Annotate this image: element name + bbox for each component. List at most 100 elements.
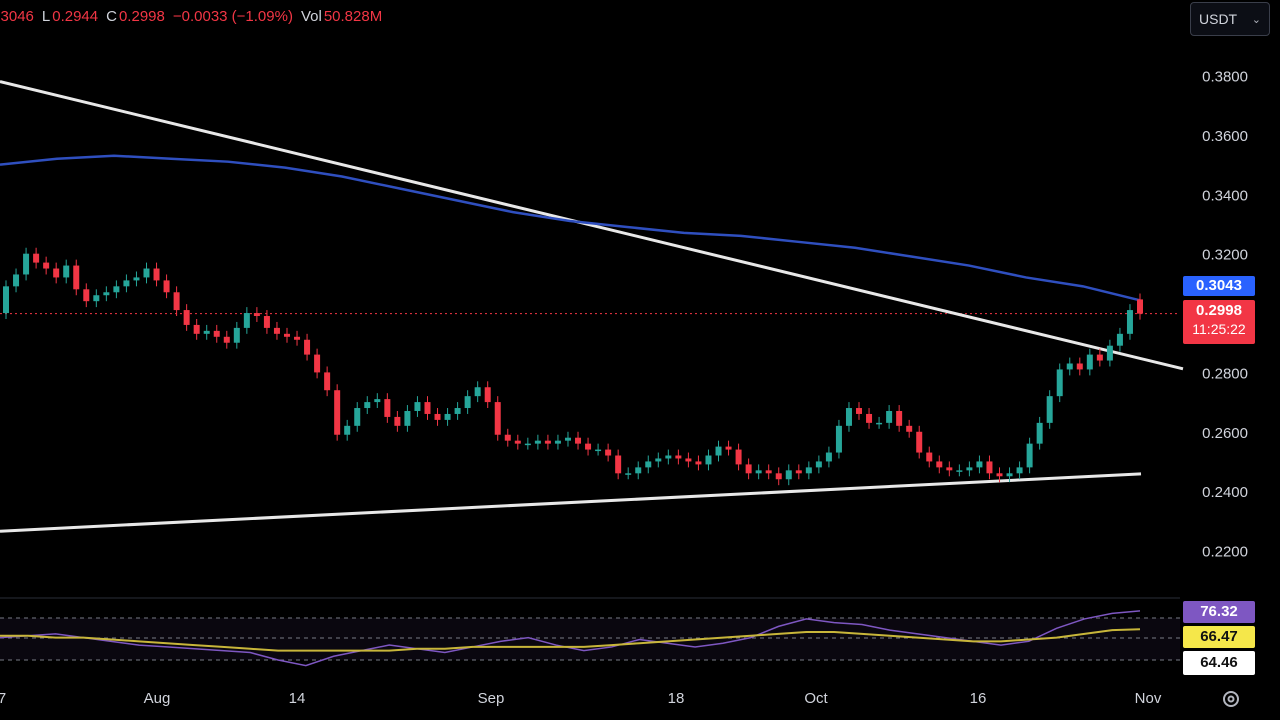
candle-body <box>334 390 341 435</box>
candle-body <box>815 461 822 468</box>
upper-trendline <box>0 80 1184 371</box>
candle-body <box>504 434 511 441</box>
lower-trendline <box>0 472 1142 533</box>
candle-body <box>33 253 40 263</box>
close-key: C <box>106 8 117 25</box>
candle-body <box>956 470 963 472</box>
settings-gear-icon[interactable] <box>1220 688 1242 710</box>
candle-body <box>896 410 903 426</box>
candle-body <box>1096 354 1103 361</box>
change-value: −0.0033 (−1.09%) <box>172 8 293 25</box>
candle-body <box>866 413 873 423</box>
y-tick-label: 0.3800 <box>1202 69 1248 86</box>
candle-body <box>715 446 722 456</box>
candle-body <box>213 330 220 337</box>
y-tick-label: 0.2600 <box>1202 425 1248 442</box>
x-tick-label: 16 <box>970 690 987 707</box>
candle-body <box>304 339 311 355</box>
candle-body <box>976 461 983 468</box>
x-tick-label: Nov <box>1135 690 1162 707</box>
bar-countdown: 11:25:22 <box>1192 321 1246 337</box>
candle-body <box>524 443 531 446</box>
vol-key: Vol <box>300 8 322 25</box>
candle-body <box>765 470 772 474</box>
candle-body <box>53 268 60 278</box>
candle-body <box>163 280 170 293</box>
candle-body <box>534 440 541 444</box>
candle-body <box>233 327 240 343</box>
candle-body <box>243 313 250 328</box>
candle-body <box>314 354 321 373</box>
candle-body <box>1066 363 1073 370</box>
candle-body <box>444 413 451 420</box>
candle-body <box>1086 354 1093 370</box>
low-value: 0.2944 <box>52 8 99 25</box>
candle-body <box>123 280 130 287</box>
candle-body <box>183 310 190 325</box>
candle-body <box>454 408 461 414</box>
candle-body <box>745 464 752 474</box>
candle-body <box>253 313 260 317</box>
x-tick-label: 14 <box>289 690 306 707</box>
currency-label: USDT <box>1199 11 1238 27</box>
candle-body <box>1026 443 1033 468</box>
candle-body <box>605 449 612 456</box>
rsi-ma-tag: 66.47 <box>1183 626 1255 648</box>
candle-body <box>635 467 642 474</box>
candle-body <box>926 452 933 462</box>
candle-body <box>173 292 180 311</box>
candle-body <box>484 387 491 403</box>
rsi-value-tag: 76.32 <box>1183 601 1255 623</box>
candle-body <box>876 422 883 425</box>
candle-body <box>575 437 582 444</box>
candle-body <box>595 449 602 452</box>
candle-body <box>645 461 652 468</box>
candle-body <box>63 265 70 278</box>
y-tick-label: 0.2200 <box>1202 543 1248 560</box>
candle-body <box>1056 369 1063 397</box>
candle-body <box>273 327 280 334</box>
candle-body <box>1106 345 1113 361</box>
rsi-ma-line <box>0 628 1141 652</box>
candle-body <box>193 324 200 334</box>
candle-body <box>113 286 120 293</box>
candle-body <box>324 372 331 391</box>
candle-body <box>3 286 9 314</box>
candle-body <box>1116 333 1123 346</box>
candle-body <box>845 408 852 426</box>
candle-body <box>434 413 441 420</box>
candle-body <box>103 292 110 296</box>
moving-average-line <box>0 154 1141 302</box>
y-tick-label: 0.3600 <box>1202 128 1248 145</box>
candle-body <box>1076 363 1083 370</box>
candle-body <box>966 467 973 471</box>
candle-body <box>835 425 842 453</box>
rsi-band <box>0 618 1180 660</box>
candle-body <box>13 274 20 287</box>
candle-body <box>394 416 401 426</box>
candle-body <box>886 410 893 423</box>
candle-body <box>795 470 802 474</box>
vol-value: 50.828M <box>323 8 383 25</box>
currency-selector[interactable]: USDT ⌄ <box>1190 2 1270 36</box>
candle-body <box>856 408 863 414</box>
candle-body <box>203 330 210 334</box>
candle-body <box>133 277 140 281</box>
candle-body <box>775 473 782 480</box>
candle-body <box>344 425 351 435</box>
candle-body <box>585 443 592 450</box>
close-value: 0.2998 <box>118 8 165 25</box>
candle-body <box>83 289 90 302</box>
candle-body <box>153 268 160 281</box>
candle-body <box>223 336 230 343</box>
candle-body <box>414 402 421 411</box>
candle-body <box>916 431 923 453</box>
candle-body <box>23 253 30 275</box>
x-tick-label: Aug <box>144 690 171 707</box>
candle-body <box>514 440 521 444</box>
candle-body <box>143 268 150 278</box>
candle-body <box>986 461 993 474</box>
candle-body <box>354 408 361 426</box>
rsi-low-tag: 64.46 <box>1183 651 1255 675</box>
